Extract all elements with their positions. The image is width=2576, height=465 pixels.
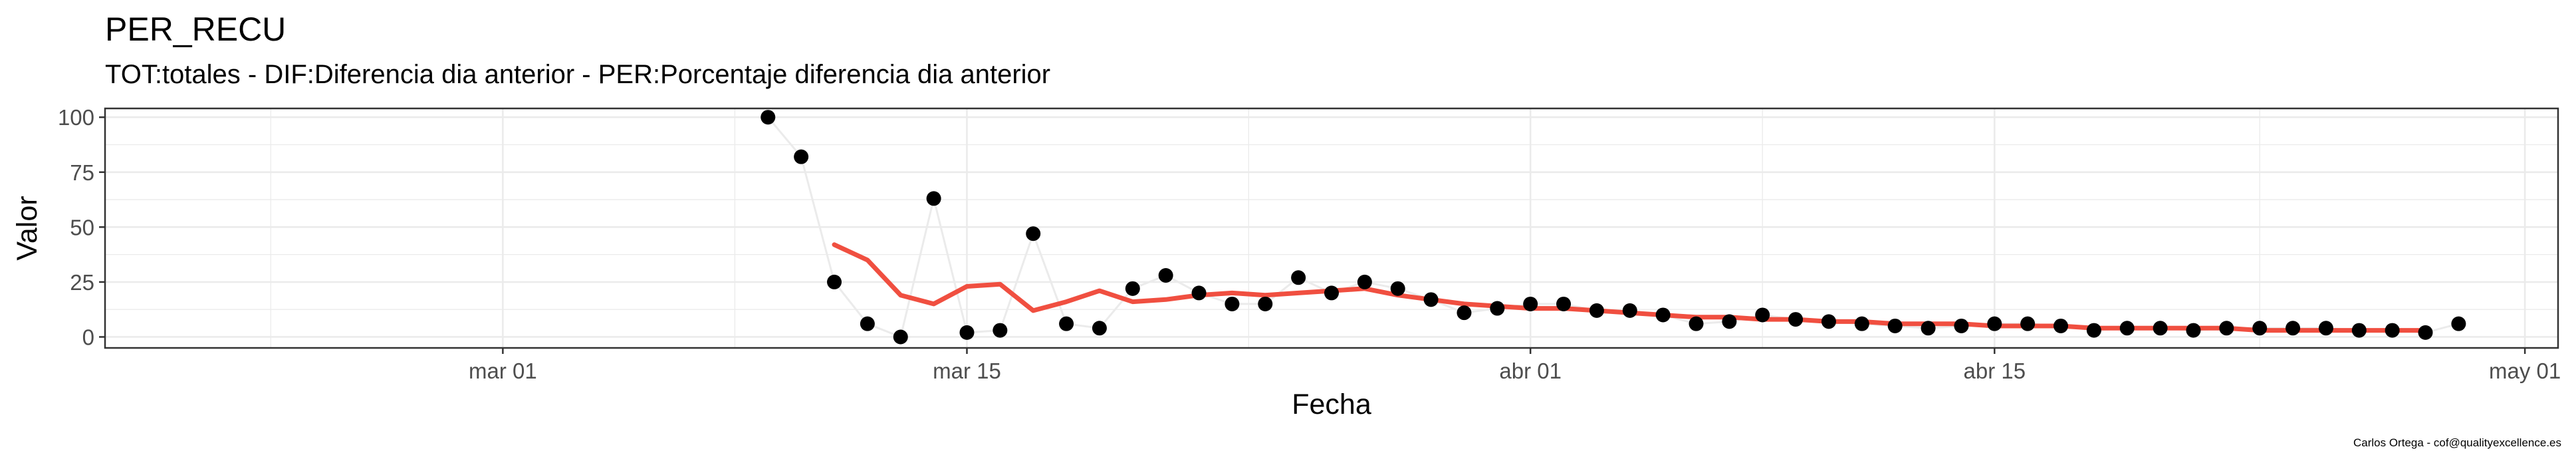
data-point	[794, 149, 809, 164]
y-tick-label: 100	[58, 105, 94, 130]
data-point	[2252, 321, 2268, 336]
x-axis-ticks: mar 01 mar 15 abr 01 abr 15 may 01	[469, 348, 2561, 383]
data-point	[2318, 321, 2333, 336]
x-tick-label: abr 15	[1964, 359, 2026, 383]
data-point	[2351, 323, 2367, 338]
data-point	[893, 329, 908, 345]
y-tick-label: 75	[70, 160, 94, 185]
data-point	[860, 316, 875, 331]
data-point	[761, 110, 776, 125]
data-point	[1954, 318, 1969, 333]
data-point	[1556, 296, 1572, 311]
data-point	[1523, 296, 1538, 311]
y-axis-ticks: 0 25 50 75 100	[58, 105, 105, 349]
data-point	[1191, 285, 1207, 301]
x-tick-label: mar 15	[933, 359, 1001, 383]
data-point	[1423, 292, 1439, 307]
y-tick-label: 0	[82, 325, 94, 349]
data-point	[1921, 321, 1936, 336]
y-tick-label: 25	[70, 270, 94, 295]
data-point	[827, 274, 842, 289]
chart-subtitle: TOT:totales - DIF:Diferencia dia anterio…	[105, 60, 1051, 89]
data-point	[1722, 314, 1737, 329]
data-point	[1125, 281, 1140, 296]
gridlines	[105, 108, 2558, 348]
data-point	[1026, 226, 1041, 241]
data-point	[1821, 314, 1836, 329]
data-point	[1788, 312, 1804, 327]
data-point	[2385, 323, 2400, 338]
data-point	[2086, 323, 2101, 338]
data-point	[2153, 321, 2168, 336]
data-point	[1390, 281, 1405, 296]
x-tick-label: abr 01	[1499, 359, 1562, 383]
data-point	[1258, 296, 1273, 311]
y-tick-label: 50	[70, 215, 94, 239]
data-point	[1689, 316, 1704, 331]
panel-border	[104, 107, 2559, 349]
data-point	[2418, 325, 2433, 340]
data-point	[1490, 301, 1505, 316]
data-point	[1854, 316, 1869, 331]
data-point	[2020, 316, 2036, 331]
data-point	[1755, 307, 1770, 323]
data-point	[1357, 274, 1372, 289]
data-point	[1059, 316, 1074, 331]
data-point	[2219, 321, 2234, 336]
data-point	[926, 191, 941, 206]
data-point	[2285, 321, 2301, 336]
y-axis-title: Valor	[11, 196, 43, 260]
data-point	[1622, 303, 1637, 318]
data-point	[2053, 318, 2069, 333]
data-point	[1092, 321, 1107, 336]
data-point	[1589, 303, 1604, 318]
data-point	[1887, 318, 1903, 333]
x-tick-label: mar 01	[469, 359, 537, 383]
data-point	[1457, 305, 1472, 321]
chart-title: PER_RECU	[105, 11, 287, 48]
data-points-layer	[761, 110, 2466, 345]
data-point	[1987, 316, 2002, 331]
data-point	[1324, 285, 1339, 301]
x-tick-label: may 01	[2489, 359, 2561, 383]
data-point	[2119, 321, 2135, 336]
data-point	[2186, 323, 2201, 338]
data-point	[2451, 316, 2466, 331]
data-point	[1158, 268, 1173, 283]
data-point	[1225, 296, 1240, 311]
chart-caption: Carlos Ortega - cof@qualityexcellence.es	[2353, 436, 2561, 449]
data-point	[959, 325, 975, 340]
data-point	[1291, 270, 1306, 285]
data-point	[1655, 307, 1671, 323]
x-axis-title: Fecha	[1292, 388, 1371, 420]
data-point	[993, 323, 1008, 338]
